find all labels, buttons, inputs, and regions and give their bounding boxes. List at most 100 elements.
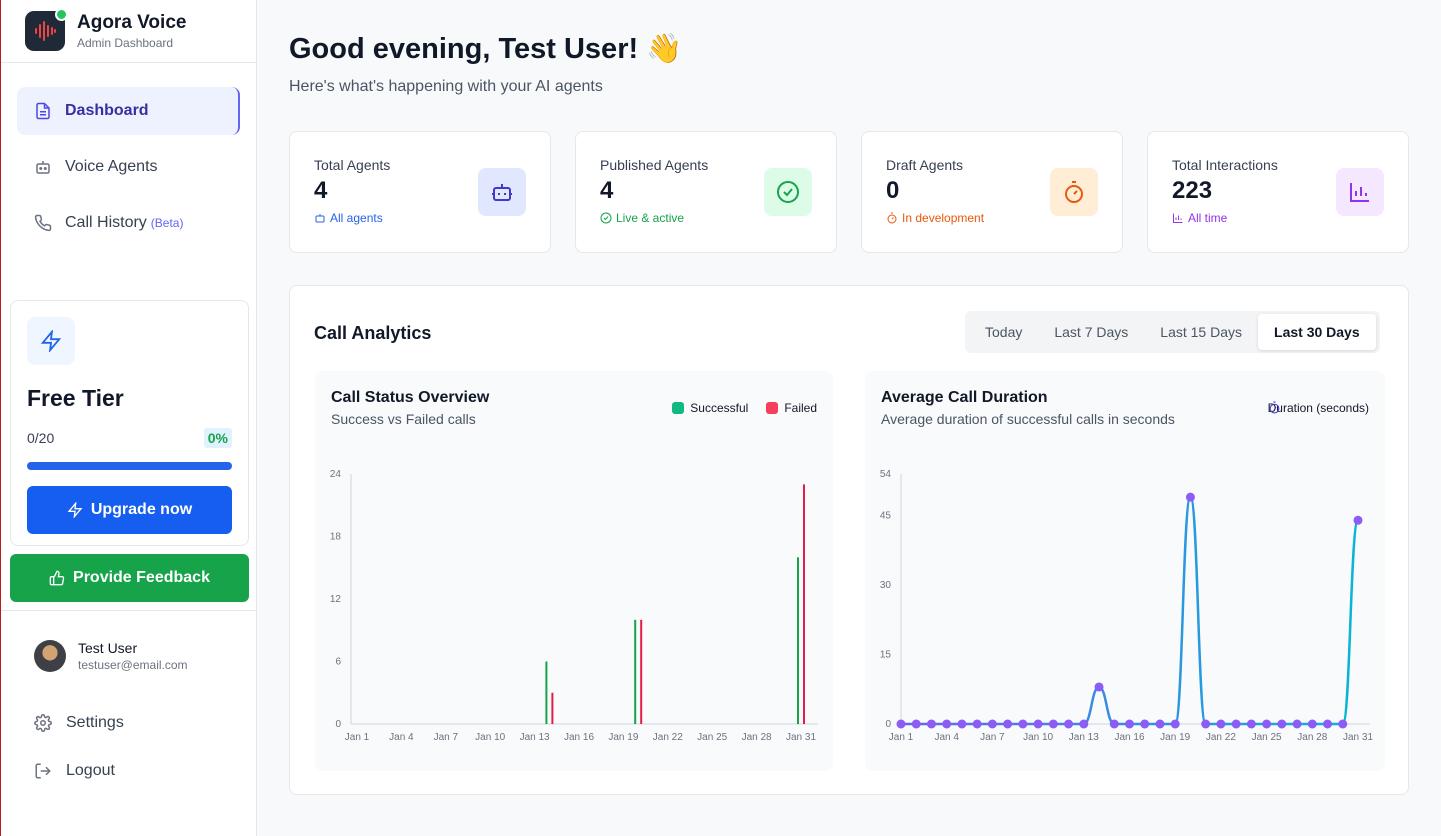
x-tick-label: Jan 25	[1252, 732, 1282, 743]
tier-progress-bar	[27, 462, 232, 470]
bar-chart-icon	[1336, 168, 1384, 216]
x-tick-label: Jan 31	[1343, 732, 1373, 743]
x-tick-label: Jan 10	[475, 732, 505, 743]
stat-card-total-agents: Total Agents 4 All agents	[289, 131, 551, 253]
x-tick-label: Jan 16	[1114, 732, 1144, 743]
tab-today[interactable]: Today	[985, 324, 1023, 340]
stat-label: Published Agents	[600, 157, 709, 173]
x-tick-label: Jan 4	[934, 732, 959, 743]
tier-percent: 0%	[203, 428, 232, 448]
y-tick-label: 45	[880, 511, 892, 522]
main-content: Good evening, Test User! 👋 Here's what's…	[257, 0, 1441, 836]
duration-point	[1185, 492, 1195, 502]
logout-label: Logout	[66, 762, 115, 779]
provide-feedback-button[interactable]: Provide Feedback	[10, 554, 249, 602]
x-tick-label: Jan 7	[434, 732, 459, 743]
duration-point	[1003, 719, 1013, 729]
bar-failed	[640, 619, 643, 724]
tab-last-7-days[interactable]: Last 7 Days	[1054, 324, 1129, 340]
timer-icon	[1050, 168, 1098, 216]
sidebar-item-label: Dashboard	[65, 102, 149, 119]
sidebar-item-voice-agents[interactable]: Voice Agents	[17, 143, 240, 191]
stat-value: 4	[314, 177, 328, 204]
duration-point	[1292, 719, 1302, 729]
x-tick-label: Jan 13	[1069, 732, 1099, 743]
bar-successful	[797, 557, 799, 724]
stat-value: 223	[1172, 177, 1213, 204]
bar-successful	[634, 619, 637, 724]
duration-point	[1018, 719, 1028, 729]
brand-subtitle: Admin Dashboard	[77, 36, 174, 50]
tab-last-15-days[interactable]: Last 15 Days	[1160, 324, 1243, 340]
duration-point	[1079, 719, 1089, 729]
legend-swatch-successful	[672, 402, 685, 414]
sidebar-item-call-history[interactable]: Call History (Beta)	[17, 199, 240, 247]
logo-icon	[25, 8, 68, 51]
tier-title: Free Tier	[27, 385, 124, 411]
legend-swatch-failed	[766, 402, 779, 414]
avatar	[34, 640, 66, 672]
duration-point	[1353, 515, 1363, 525]
stat-sub: In development	[902, 211, 985, 225]
logout-link[interactable]: Logout	[34, 758, 124, 784]
page-title: Good evening, Test User! 👋	[289, 33, 683, 65]
phone-icon	[33, 213, 53, 233]
beta-badge: (Beta)	[150, 216, 184, 230]
duration-point	[1246, 719, 1256, 729]
call-status-chart: 0 6 12 18 24 Jan 1 Jan 4 Jan 7 Jan 10 Jan 13 Jan 1…	[315, 371, 833, 771]
x-tick-label: Jan 13	[520, 732, 550, 743]
gear-icon	[34, 714, 54, 732]
upgrade-button[interactable]: Upgrade now	[27, 486, 232, 534]
bottom-nav: Settings Logout	[34, 710, 124, 806]
y-tick-label: 18	[330, 532, 342, 543]
settings-link[interactable]: Settings	[34, 710, 124, 736]
duration-point	[1201, 719, 1211, 729]
tab-last-30-days[interactable]: Last 30 Days	[1258, 314, 1376, 350]
sidebar-item-label: Voice Agents	[65, 158, 158, 175]
stat-value: 0	[886, 177, 900, 204]
duration-point	[1338, 719, 1348, 729]
settings-label: Settings	[66, 714, 124, 731]
user-profile[interactable]: Test User testuser@email.com	[34, 640, 188, 672]
duration-point	[1033, 719, 1043, 729]
x-tick-label: Jan 1	[345, 732, 370, 743]
stat-label: Total Agents	[314, 157, 391, 173]
x-tick-label: Jan 31	[786, 732, 816, 743]
duration-point	[1064, 719, 1074, 729]
sidebar-nav: Dashboard Voice Agents Call History (Bet…	[1, 63, 256, 247]
stat-card-draft-agents: Draft Agents 0 In development	[861, 131, 1123, 253]
y-tick-label: 54	[880, 469, 892, 480]
legend-label: Duration (seconds)	[1267, 401, 1369, 415]
bar-failed	[551, 692, 554, 724]
duration-point	[987, 719, 997, 729]
upgrade-label: Upgrade now	[90, 501, 193, 518]
logout-icon	[34, 762, 54, 780]
y-tick-label: 15	[880, 650, 892, 661]
sidebar-item-dashboard[interactable]: Dashboard	[17, 87, 240, 135]
duration-point	[1048, 719, 1058, 729]
free-tier-card: Free Tier 0/20 0% Upgrade now	[10, 300, 249, 546]
duration-point	[972, 719, 982, 729]
call-analytics-panel: Call Analytics Today Last 7 Days Last 15…	[289, 285, 1409, 795]
x-tick-label: Jan 16	[564, 732, 594, 743]
chart-title: Average Call Duration	[881, 389, 1048, 406]
duration-point	[1170, 719, 1180, 729]
bot-icon	[33, 157, 53, 177]
x-tick-label: Jan 22	[653, 732, 683, 743]
document-icon	[33, 101, 53, 121]
x-tick-label: Jan 25	[697, 732, 727, 743]
x-tick-label: Jan 19	[1160, 732, 1190, 743]
feedback-label: Provide Feedback	[73, 569, 210, 586]
legend-label: Successful	[690, 401, 749, 415]
duration-point	[1231, 719, 1241, 729]
x-tick-label: Jan 22	[1206, 732, 1236, 743]
duration-line	[901, 495, 1360, 726]
duration-point	[896, 719, 906, 729]
brand-title: Agora Voice	[77, 12, 187, 33]
x-tick-label: Jan 4	[389, 732, 414, 743]
y-tick-label: 12	[330, 594, 342, 605]
chart-legend: Successful Failed	[672, 401, 817, 415]
legend-label: Failed	[784, 401, 817, 415]
avg-duration-chart-svg: 0 15 30 45 54 Jan 1 Jan 4 Jan 7 Jan 10 Jan 13 Jan …	[880, 469, 1374, 743]
divider	[1, 610, 257, 611]
